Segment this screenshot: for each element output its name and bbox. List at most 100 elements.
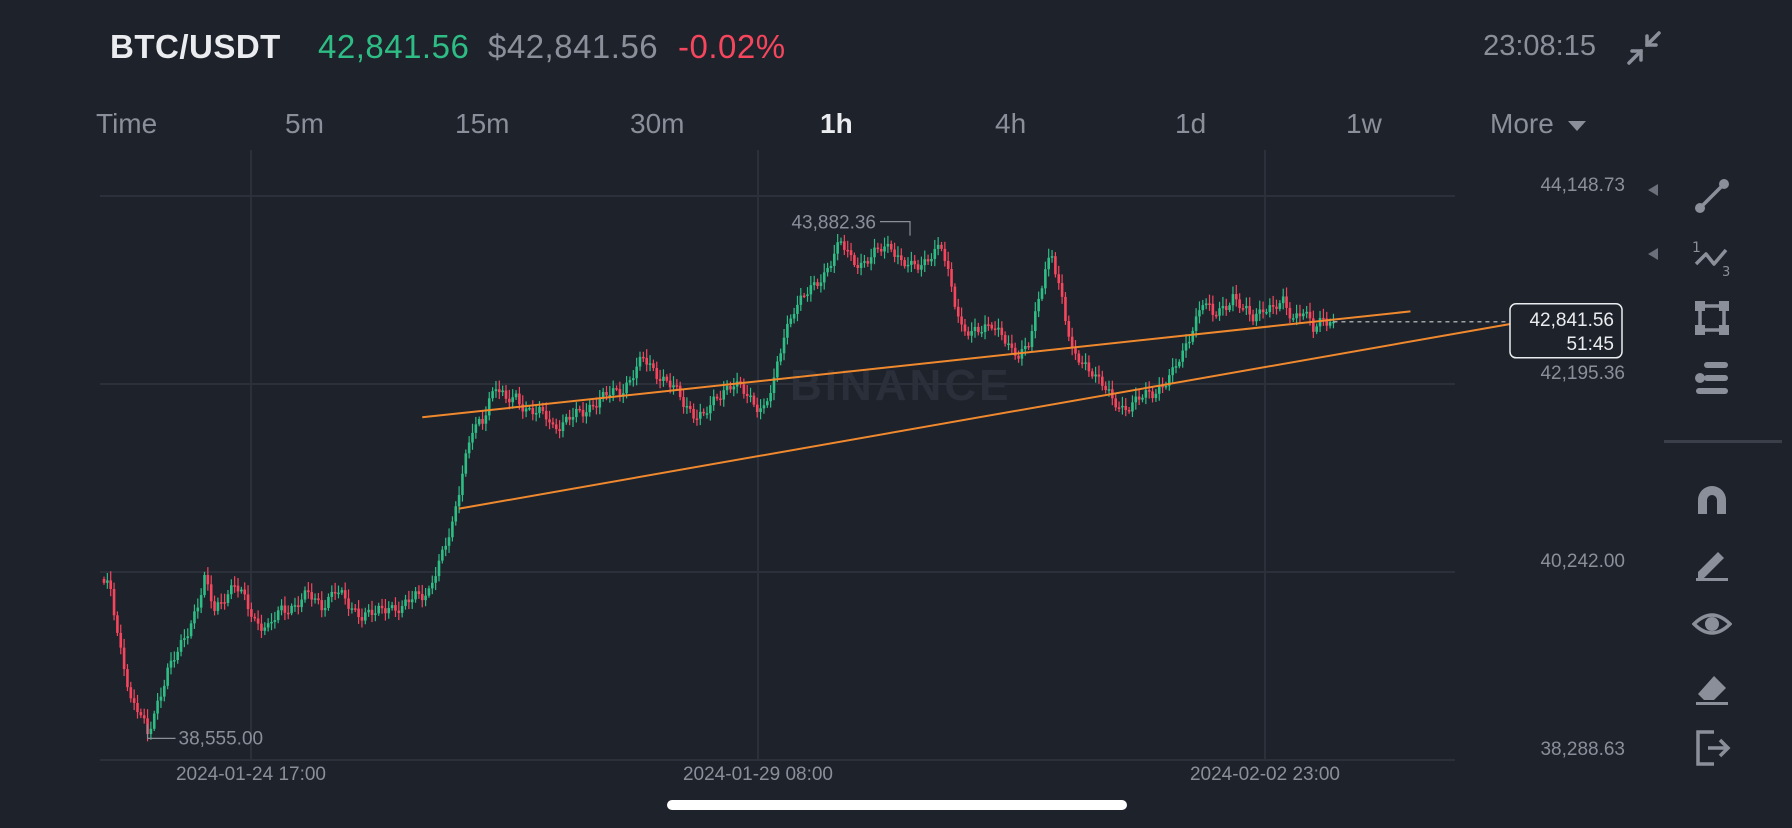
candle-body[interactable] <box>997 327 1000 330</box>
candle-body[interactable] <box>675 385 679 387</box>
candle-body[interactable] <box>534 413 538 415</box>
candle-body[interactable] <box>347 598 350 609</box>
candle-body[interactable] <box>699 411 702 419</box>
candle-body[interactable] <box>119 632 123 648</box>
candle-body[interactable] <box>645 357 648 365</box>
candle-body[interactable] <box>350 608 354 610</box>
candle-body[interactable] <box>504 390 508 399</box>
candle-body[interactable] <box>528 408 531 410</box>
candle-body[interactable] <box>1171 367 1174 376</box>
candle-body[interactable] <box>953 286 957 307</box>
candle-body[interactable] <box>176 651 179 661</box>
candle-body[interactable] <box>990 324 994 329</box>
candle-body[interactable] <box>950 269 953 287</box>
candle-body[interactable] <box>1161 385 1164 388</box>
candle-body[interactable] <box>263 627 267 631</box>
candle-body[interactable] <box>377 605 380 614</box>
candle-body[interactable] <box>250 609 253 617</box>
candle-body[interactable] <box>836 242 839 254</box>
candle-body[interactable] <box>1201 305 1205 311</box>
candle-body[interactable] <box>906 264 910 267</box>
candle-body[interactable] <box>226 594 230 603</box>
candle-body[interactable] <box>705 413 709 415</box>
candle-body[interactable] <box>977 326 980 333</box>
candle-body[interactable] <box>1322 317 1325 320</box>
candle-body[interactable] <box>886 243 890 247</box>
candle-body[interactable] <box>1151 391 1154 399</box>
candle-body[interactable] <box>374 613 377 615</box>
candle-body[interactable] <box>776 361 779 378</box>
candle-body[interactable] <box>414 591 417 600</box>
candle-body[interactable] <box>1074 348 1077 354</box>
tab-time[interactable]: Time <box>96 108 158 139</box>
candle-body[interactable] <box>662 376 665 381</box>
candle-body[interactable] <box>759 408 762 412</box>
candle-body[interactable] <box>936 244 940 249</box>
candle-body[interactable] <box>166 667 169 686</box>
symbol[interactable]: BTC/USDT <box>110 28 281 65</box>
candle-body[interactable] <box>1224 306 1228 311</box>
candle-body[interactable] <box>129 687 133 699</box>
candle-body[interactable] <box>558 429 561 432</box>
candle-body[interactable] <box>1228 305 1231 311</box>
candle-body[interactable] <box>1007 343 1010 346</box>
candle-body[interactable] <box>722 390 726 400</box>
candle-body[interactable] <box>340 590 344 593</box>
candle-body[interactable] <box>588 404 592 413</box>
candle-body[interactable] <box>199 595 203 608</box>
pencil-icon[interactable] <box>1692 542 1732 582</box>
candle-body[interactable] <box>551 422 555 425</box>
candle-body[interactable] <box>1017 355 1020 359</box>
candlestick-chart[interactable]: 44,148.73 42,195.36 40,242.00 38,288.63 2024… <box>0 150 1640 800</box>
candle-body[interactable] <box>749 395 752 398</box>
candle-body[interactable] <box>303 590 307 600</box>
candle-body[interactable] <box>1080 362 1084 365</box>
candle-body[interactable] <box>410 599 414 603</box>
candle-body[interactable] <box>1154 393 1158 399</box>
candle-body[interactable] <box>310 592 313 600</box>
candle-body[interactable] <box>980 331 983 334</box>
candle-body[interactable] <box>1281 296 1285 304</box>
candle-body[interactable] <box>297 605 300 608</box>
candle-body[interactable] <box>987 324 990 326</box>
candle-body[interactable] <box>142 715 146 719</box>
candle-body[interactable] <box>136 702 139 713</box>
candle-body[interactable] <box>1060 283 1064 297</box>
candle-body[interactable] <box>484 415 488 424</box>
candle-body[interactable] <box>427 588 431 596</box>
candle-body[interactable] <box>1127 409 1131 412</box>
candle-body[interactable] <box>578 408 581 411</box>
candle-body[interactable] <box>467 442 471 454</box>
candle-body[interactable] <box>1134 396 1138 403</box>
candle-body[interactable] <box>206 575 210 585</box>
candle-body[interactable] <box>156 700 159 714</box>
candle-body[interactable] <box>1245 305 1248 309</box>
candle-body[interactable] <box>1147 390 1151 392</box>
candle-body[interactable] <box>404 599 407 606</box>
candle-body[interactable] <box>571 417 575 420</box>
candle-body[interactable] <box>1097 374 1101 377</box>
candle-body[interactable] <box>799 295 803 305</box>
candle-body[interactable] <box>1050 256 1054 258</box>
candle-body[interactable] <box>682 397 685 407</box>
candle-body[interactable] <box>896 255 900 257</box>
candle-body[interactable] <box>672 385 675 388</box>
candle-body[interactable] <box>149 728 153 735</box>
candle-body[interactable] <box>524 408 528 412</box>
candle-body[interactable] <box>1044 269 1047 289</box>
candle-body[interactable] <box>766 401 769 406</box>
expand-arrow-icon[interactable] <box>1648 184 1658 196</box>
candle-body[interactable] <box>605 392 608 396</box>
candle-body[interactable] <box>216 602 220 611</box>
candle-body[interactable] <box>849 250 853 256</box>
candle-body[interactable] <box>457 495 461 507</box>
candle-body[interactable] <box>173 660 176 662</box>
candle-body[interactable] <box>1164 385 1168 388</box>
candle-body[interactable] <box>179 640 183 652</box>
candle-body[interactable] <box>715 396 719 399</box>
candle-body[interactable] <box>256 618 260 624</box>
candle-body[interactable] <box>189 623 193 637</box>
candle-body[interactable] <box>642 356 645 359</box>
candle-body[interactable] <box>424 595 427 601</box>
candle-body[interactable] <box>417 591 421 595</box>
